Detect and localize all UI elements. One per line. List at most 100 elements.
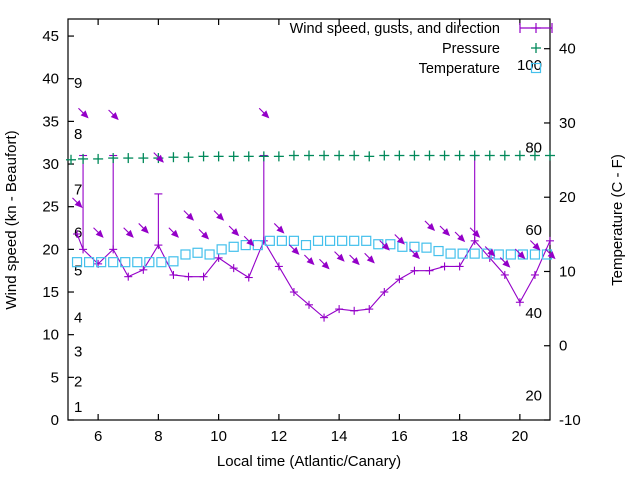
wind-point: [109, 245, 118, 254]
x-tick-label: 20: [512, 428, 529, 445]
direction-arrow: [394, 234, 405, 245]
pressure-point: [394, 150, 405, 161]
y-tick-label: 20: [42, 241, 59, 258]
temperature-point: [312, 235, 324, 246]
wind-point: [350, 306, 359, 315]
temperature-point: [373, 239, 384, 250]
legend-entry: Temperature: [419, 61, 542, 77]
y-tick-label: 45: [42, 28, 59, 45]
y-axis-title: Wind speed (kn - Beaufort): [3, 130, 20, 309]
y-tick-label: 35: [42, 113, 59, 130]
gust-bars: [79, 154, 479, 250]
pressure-point: [484, 150, 495, 161]
wind-point: [320, 313, 329, 322]
fahrenheit-label: 60: [525, 222, 542, 239]
wind-direction-arrows: [72, 107, 556, 270]
temperature-point: [288, 235, 300, 246]
wind-point: [274, 262, 283, 271]
wind-point: [410, 266, 419, 275]
direction-arrow: [123, 227, 134, 238]
direction-arrow: [93, 227, 104, 238]
pressure-point: [319, 150, 330, 161]
x-axis-ticks: 6 8 10 12 14 16 18 20: [94, 19, 528, 445]
fahrenheit-label: 40: [525, 305, 542, 322]
legend-square-sample: [530, 62, 542, 74]
x-tick-label: 12: [271, 428, 288, 445]
direction-arrow: [545, 248, 556, 260]
y2-axis-title: Temperature (C - F): [609, 154, 626, 286]
pressure-point: [108, 153, 119, 164]
legend-entry: Pressure: [442, 41, 541, 57]
y-tick-label: 5: [51, 369, 59, 386]
temperature-point: [83, 257, 95, 268]
temperature-point: [324, 235, 336, 246]
direction-arrow: [469, 227, 481, 238]
wind-point: [530, 270, 539, 279]
pressure-point: [545, 150, 555, 161]
pressure-point: [514, 150, 525, 161]
wind-point: [154, 241, 163, 250]
temperature-point: [361, 235, 372, 246]
temperature-point: [240, 239, 251, 251]
legend-entry: Wind speed, gusts, and direction: [290, 21, 553, 37]
pressure-point: [183, 152, 194, 163]
pressure-point: [213, 151, 224, 162]
temperature-point: [517, 249, 528, 260]
pressure-point: [349, 150, 360, 161]
wind-point: [73, 230, 82, 239]
temperature-point: [409, 241, 420, 252]
wind-point: [470, 236, 479, 245]
wind-point: [124, 272, 133, 281]
pressure-point: [304, 150, 314, 161]
wind-point: [395, 275, 404, 284]
beaufort-label: 5: [74, 263, 82, 280]
pressure-point: [78, 153, 89, 164]
pressure-point: [364, 151, 375, 162]
temperature-point: [180, 249, 191, 260]
gust-bar: [470, 154, 479, 241]
pressure-point: [198, 151, 209, 162]
legend-label: Pressure: [442, 41, 500, 57]
temperature-point: [469, 248, 480, 259]
legend-label: Wind speed, gusts, and direction: [290, 21, 500, 37]
wind-point: [440, 262, 449, 271]
temperature-point: [276, 235, 287, 246]
direction-arrow: [273, 223, 285, 234]
direction-arrow: [153, 152, 164, 163]
gust-bar: [154, 193, 163, 246]
wind-point: [546, 236, 554, 245]
direction-arrow: [243, 235, 255, 247]
wind-point: [214, 253, 223, 262]
temperature-point: [120, 257, 131, 268]
temperature-point: [168, 256, 179, 267]
gust-bar: [259, 154, 268, 241]
beaufort-label: 6: [74, 224, 82, 241]
temperature-point: [433, 245, 444, 257]
pressure-point: [168, 152, 179, 163]
beaufort-scale-labels: 1 2 3 4 5 6 7 8 9: [74, 75, 82, 416]
x-tick-label: 16: [391, 428, 408, 445]
wind-point: [139, 265, 148, 274]
y-tick-label: 15: [42, 284, 59, 301]
y2-tick-label: 20: [559, 189, 576, 206]
temperature-point: [228, 241, 239, 252]
temperature-point: [493, 249, 504, 260]
beaufort-label: 4: [74, 310, 82, 327]
pressure-point: [499, 150, 510, 161]
wind-point: [335, 305, 344, 314]
wind-point: [515, 298, 524, 307]
fahrenheit-label: 20: [525, 387, 542, 404]
beaufort-label: 2: [74, 374, 82, 391]
temperature-point: [349, 235, 360, 246]
pressure-point: [258, 151, 269, 162]
data-series-layer: [66, 107, 556, 322]
temperature-point: [132, 257, 143, 268]
x-tick-label: 14: [331, 428, 348, 445]
y2-tick-label: 30: [559, 115, 576, 132]
temperature-point: [156, 257, 167, 268]
temperature-point: [457, 248, 468, 259]
direction-arrow: [288, 244, 300, 255]
pressure-markers: [66, 150, 555, 165]
